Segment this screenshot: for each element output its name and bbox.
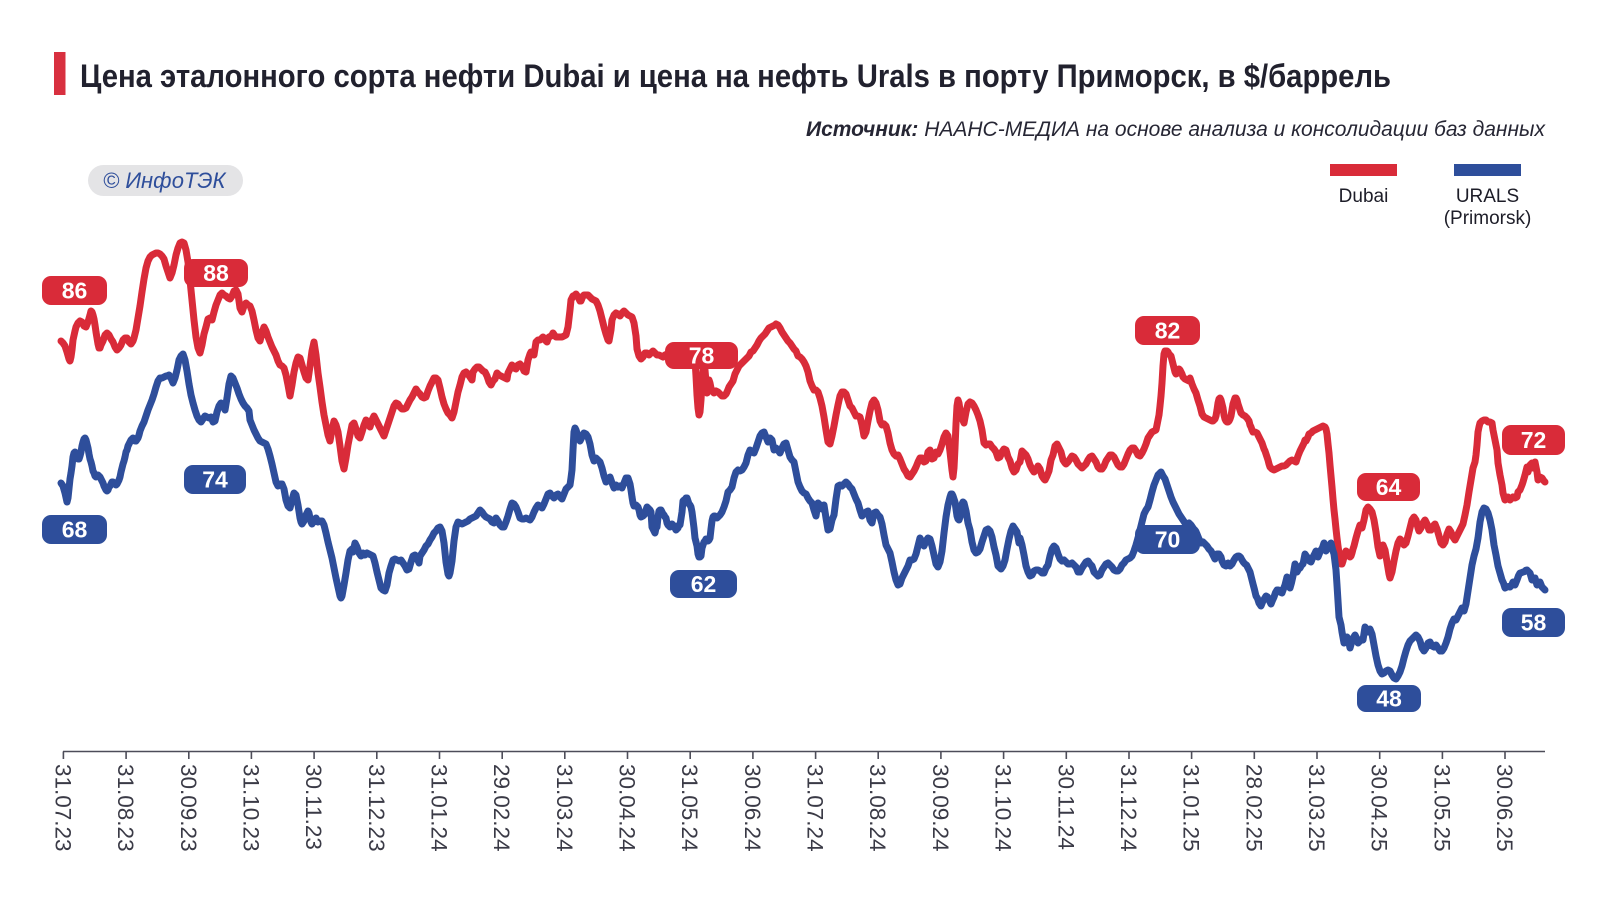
svg-text:30.04.24: 30.04.24 — [615, 764, 640, 852]
svg-text:31.07.23: 31.07.23 — [50, 764, 75, 852]
svg-text:30.09.23: 30.09.23 — [176, 764, 201, 852]
svg-text:30.06.24: 30.06.24 — [740, 764, 765, 852]
svg-text:72: 72 — [1521, 427, 1547, 453]
svg-text:31.12.23: 31.12.23 — [364, 764, 389, 852]
svg-text:82: 82 — [1155, 318, 1181, 344]
svg-text:58: 58 — [1521, 610, 1547, 636]
svg-text:© ИнфоТЭК: © ИнфоТЭК — [103, 168, 226, 193]
svg-text:31.05.25: 31.05.25 — [1429, 764, 1454, 852]
svg-text:30.09.24: 30.09.24 — [928, 764, 953, 852]
svg-text:68: 68 — [62, 517, 88, 543]
svg-text:78: 78 — [689, 343, 715, 369]
svg-text:30.06.25: 30.06.25 — [1492, 764, 1517, 852]
svg-text:86: 86 — [62, 278, 88, 304]
svg-text:29.02.24: 29.02.24 — [489, 764, 514, 852]
svg-text:31.07.24: 31.07.24 — [803, 764, 828, 852]
svg-text:31.03.25: 31.03.25 — [1304, 764, 1329, 852]
svg-text:88: 88 — [203, 260, 229, 286]
svg-text:Цена эталонного сорта нефти Du: Цена эталонного сорта нефти Dubai и цена… — [80, 58, 1391, 94]
svg-text:31.01.24: 31.01.24 — [427, 764, 452, 852]
svg-text:31.10.23: 31.10.23 — [238, 764, 263, 852]
svg-text:30.11.23: 30.11.23 — [301, 764, 326, 850]
svg-text:31.08.24: 31.08.24 — [865, 764, 890, 852]
svg-text:70: 70 — [1155, 527, 1181, 553]
svg-text:48: 48 — [1376, 686, 1402, 712]
svg-text:URALS: URALS — [1456, 186, 1519, 207]
svg-text:31.05.24: 31.05.24 — [677, 764, 702, 852]
svg-text:31.08.23: 31.08.23 — [113, 764, 138, 852]
svg-text:(Primorsk): (Primorsk) — [1444, 208, 1532, 229]
svg-text:Dubai: Dubai — [1339, 186, 1389, 207]
svg-text:31.12.24: 31.12.24 — [1116, 764, 1141, 852]
svg-text:31.03.24: 31.03.24 — [552, 764, 577, 852]
svg-text:28.02.25: 28.02.25 — [1241, 764, 1266, 852]
svg-text:31.01.25: 31.01.25 — [1179, 764, 1204, 852]
svg-text:64: 64 — [1376, 474, 1402, 500]
svg-text:30.04.25: 30.04.25 — [1367, 764, 1392, 852]
svg-text:30.11.24: 30.11.24 — [1053, 764, 1078, 850]
svg-text:31.10.24: 31.10.24 — [991, 764, 1016, 852]
svg-text:Источник: НААНС-МЕДИА на основ: Источник: НААНС-МЕДИА на основе анализа … — [806, 117, 1546, 141]
svg-text:62: 62 — [691, 571, 717, 597]
svg-text:74: 74 — [202, 467, 228, 493]
